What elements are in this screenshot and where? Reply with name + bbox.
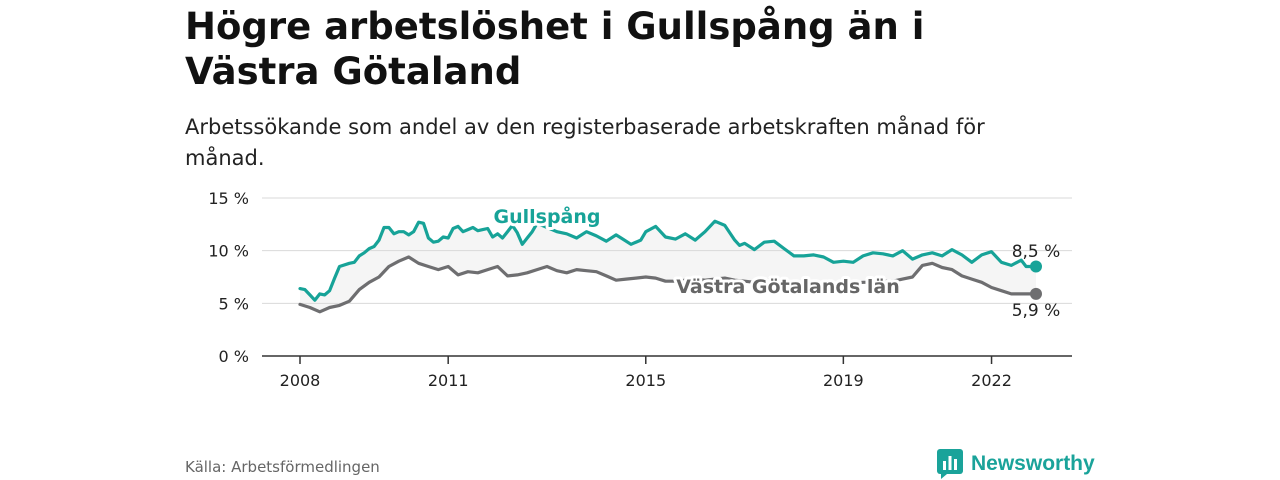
x-tick-label: 2011 [428, 371, 469, 390]
x-tick-label: 2008 [280, 371, 321, 390]
end-point-vastra-gotaland [1030, 287, 1042, 300]
y-tick-label: 0 % [219, 347, 249, 366]
end-label-vastra-gotaland: 5,9 % [1012, 301, 1061, 321]
y-tick-label: 15 % [208, 189, 249, 208]
end-point-gullspang [1030, 260, 1042, 273]
brand-name: Newsworthy [971, 452, 1095, 475]
y-tick-label: 5 % [219, 294, 249, 313]
x-tick-label: 2022 [971, 371, 1012, 390]
newsworthy-logo[interactable]: Newsworthy [937, 449, 1095, 479]
series-label-gullspang-halo: Gullspång [493, 204, 600, 228]
newsworthy-icon [937, 449, 963, 479]
series-line-vastra-gotaland [298, 255, 1038, 314]
x-tick-label: 2015 [625, 371, 666, 390]
series-label-vastra-gotaland-halo: Västra Götalands län [676, 276, 899, 298]
series-gap-band [300, 221, 1036, 312]
chart-subtitle: Arbetssökande som andel av den registerb… [185, 115, 985, 170]
y-tick-label: 10 % [208, 242, 249, 261]
series-label-vastra-gotaland: Västra Götalands län [676, 276, 899, 298]
end-label-gullspang: 8,5 % [1012, 242, 1061, 262]
chart-title: Högre arbetslöshet i Gullspång än i Väst… [185, 5, 925, 93]
source-note: Källa: Arbetsförmedlingen [185, 458, 380, 476]
x-tick-label: 2019 [823, 371, 864, 390]
series-line-gullspang [298, 219, 1038, 302]
series-label-gullspang: Gullspång [493, 204, 600, 228]
